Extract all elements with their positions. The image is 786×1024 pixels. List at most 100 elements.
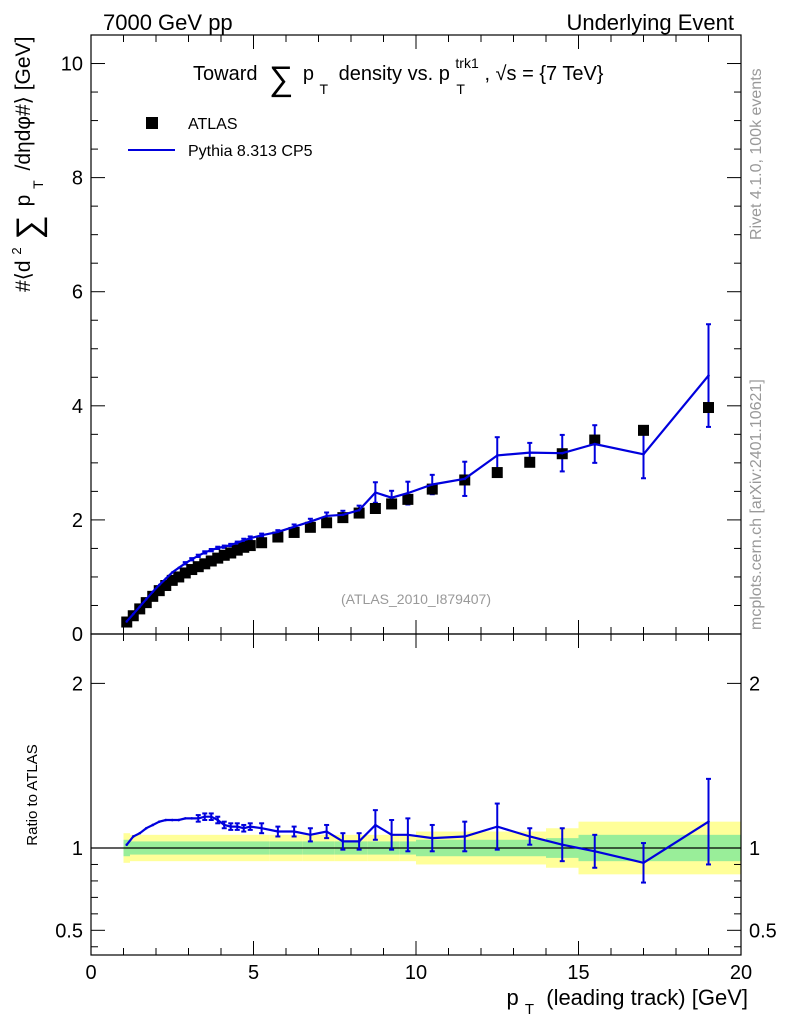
atlas-marker [304, 521, 316, 533]
atlas-marker [491, 467, 503, 479]
ratio-y-tick-label-left: 0.5 [55, 920, 83, 942]
ratio-point [229, 825, 233, 828]
atlas-marker [321, 517, 333, 529]
x-tick-label: 10 [405, 962, 427, 984]
atlas-marker [231, 544, 243, 556]
ratio-point [216, 818, 220, 822]
atlas-marker [173, 571, 185, 583]
atlas-marker [127, 610, 139, 622]
mc-point [593, 442, 597, 446]
ratio-point [560, 843, 564, 847]
ratio-point [242, 826, 246, 830]
analysis-watermark: (ATLAS_2010_I879407) [341, 591, 491, 607]
atlas-marker [179, 567, 191, 579]
atlas-marker [238, 541, 250, 553]
legend-atlas-marker [146, 117, 158, 129]
ratio-point [707, 820, 710, 823]
mc-point [560, 451, 564, 455]
ratio-point [390, 833, 393, 837]
ratio-point [170, 818, 174, 822]
mc-point [170, 571, 174, 574]
atlas-marker [153, 585, 165, 597]
atlas-marker [524, 456, 536, 468]
ratio-point [190, 817, 194, 820]
y-tick-label: 4 [72, 396, 83, 418]
atlas-marker [160, 580, 172, 592]
mc-point [430, 483, 434, 486]
atlas-marker [147, 590, 159, 602]
ratio-point [209, 815, 213, 819]
ratio-point [125, 843, 129, 847]
mc-point [707, 374, 710, 377]
ratio-point [131, 835, 135, 838]
ratio-point [151, 823, 155, 827]
ratio-point [157, 820, 161, 823]
mc-point [177, 566, 181, 570]
atlas-marker [369, 502, 381, 514]
ratio-point [642, 861, 645, 865]
ratio-point [138, 831, 142, 835]
ratio-point [276, 830, 280, 833]
mc-point [390, 496, 393, 499]
mc-point [341, 513, 345, 517]
y-tick-label: 10 [61, 54, 83, 76]
mc-point [144, 597, 148, 601]
mc-point [157, 583, 161, 587]
mc-point [292, 525, 296, 529]
ratio-point [222, 823, 226, 827]
ratio-point [374, 823, 377, 827]
ratio-point [495, 825, 499, 828]
atlas-marker [288, 526, 300, 538]
y-tick-label: 8 [72, 168, 83, 190]
mc-point [164, 577, 168, 580]
ratio-point [406, 833, 410, 837]
mc-point [203, 551, 207, 554]
ratio-point [235, 825, 239, 828]
ratio-y-tick-label-right: 2 [749, 673, 760, 695]
atlas-marker [166, 574, 178, 586]
ratio-ylabel: Ratio to ATLAS [24, 744, 41, 845]
atlas-marker [386, 498, 398, 510]
header-left: 7000 GeV pp [103, 10, 233, 35]
mc-point [138, 605, 142, 608]
ratio-point [164, 818, 168, 822]
ratio-point [292, 830, 296, 833]
ratio-point [341, 840, 345, 843]
atlas-marker [244, 540, 256, 552]
mc-point [528, 451, 532, 454]
mc-point [196, 554, 200, 558]
atlas-marker [402, 493, 414, 505]
atlas-marker [192, 561, 204, 573]
atlas-marker [134, 603, 146, 615]
ratio-point [183, 817, 187, 820]
ratio-point [248, 825, 252, 828]
ratio-point [593, 849, 597, 853]
main-data-layer [121, 323, 714, 628]
y-tick-label: 0 [72, 624, 83, 646]
ratio-point [430, 836, 434, 840]
atlas-marker [703, 402, 714, 414]
ratio-point [309, 833, 312, 837]
y-tick-label: 2 [72, 510, 83, 532]
atlas-marker [589, 434, 601, 446]
mc-point [325, 514, 328, 518]
ratio-point [177, 818, 181, 822]
mc-point [209, 548, 213, 552]
mc-point [229, 543, 233, 547]
mc-point [463, 477, 467, 481]
header-right: Underlying Event [566, 10, 734, 35]
atlas-marker [638, 424, 649, 436]
x-axis-label: p T (leading track) [GeV] [506, 985, 748, 1019]
ratio-point [325, 830, 328, 833]
main-title: Toward ∑ p T density vs. p trk1 T , √s =… [193, 51, 604, 99]
ratio-y-tick-label-right: 0.5 [749, 920, 777, 942]
ratio-point [463, 835, 467, 838]
atlas-marker [199, 558, 211, 570]
mc-point [276, 530, 280, 534]
atlas-marker [426, 483, 438, 495]
atlas-marker [337, 512, 349, 524]
ratio-axis-ticks: 0.5 0.51 12 20 5 10 15 20 [55, 634, 777, 984]
legend-atlas-label: ATLAS [188, 116, 238, 133]
mcplots-label: mcplots.cern.ch [arXiv:2401.10621] [748, 379, 765, 630]
mc-point [374, 491, 377, 494]
